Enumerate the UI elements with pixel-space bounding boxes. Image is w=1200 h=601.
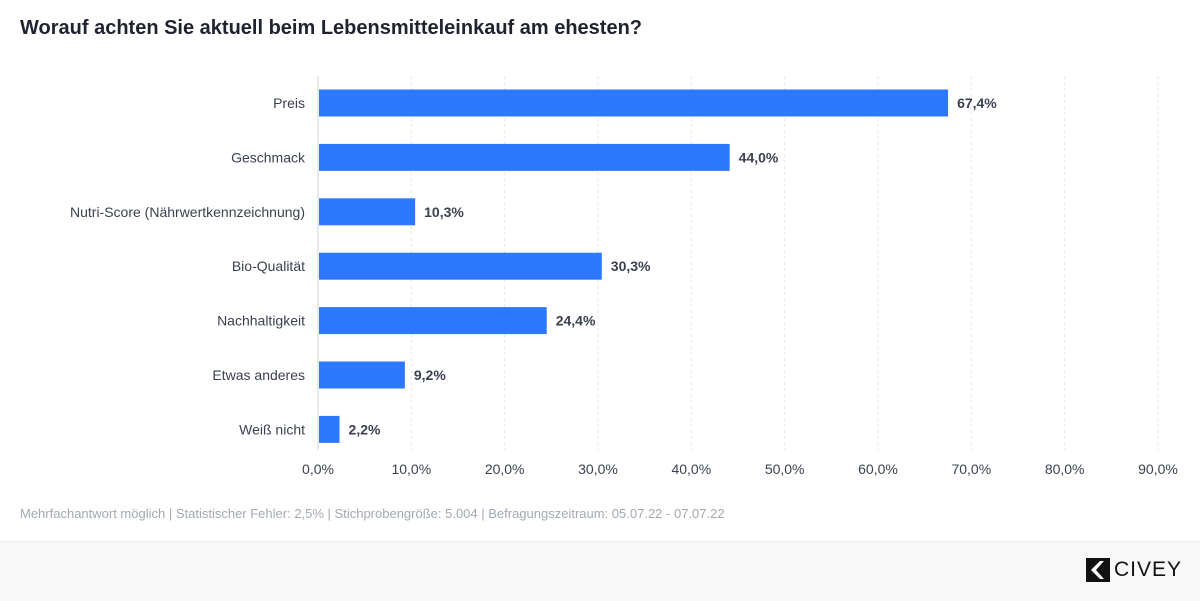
category-label: Preis [273, 95, 305, 111]
category-label: Nachhaltigkeit [217, 313, 305, 329]
value-label: 67,4% [957, 95, 997, 111]
bar [319, 252, 602, 280]
category-label: Bio-Qualität [232, 258, 305, 274]
bar [319, 198, 416, 226]
civey-logo-icon [1085, 558, 1110, 582]
category-label: Weiß nicht [239, 421, 305, 437]
chart-title: Worauf achten Sie aktuell beim Lebensmit… [20, 17, 643, 39]
category-label: Etwas anderes [212, 367, 305, 383]
category-label: Geschmack [231, 149, 306, 165]
x-tick-label: 60,0% [858, 461, 898, 477]
x-tick-label: 70,0% [951, 461, 991, 477]
value-label: 9,2% [414, 367, 446, 383]
value-label: 10,3% [424, 204, 464, 220]
value-label: 2,2% [349, 421, 381, 437]
value-label: 24,4% [556, 313, 596, 329]
x-tick-label: 40,0% [671, 461, 711, 477]
x-tick-label: 50,0% [765, 461, 805, 477]
x-tick-label: 90,0% [1138, 461, 1178, 477]
bar [319, 415, 340, 443]
category-label: Nutri-Score (Nährwertkennzeichnung) [70, 204, 305, 220]
x-tick-label: 10,0% [391, 461, 431, 477]
bar [319, 361, 405, 389]
bar [319, 143, 730, 171]
civey-logo: CIVEY [1085, 558, 1182, 582]
footnote: Mehrfachantwort möglich | Statistischer … [20, 506, 725, 521]
footer: CIVEY [0, 541, 1200, 601]
bar [319, 307, 547, 335]
value-label: 30,3% [611, 258, 651, 274]
x-tick-label: 0,0% [302, 461, 334, 477]
value-label: 44,0% [739, 149, 779, 165]
bar [319, 89, 949, 117]
x-tick-label: 80,0% [1045, 461, 1085, 477]
bar-chart: 0,0% 10,0% 20,0% 30,0% 40,0% 50,0% 60,0% 70,0% 8… [70, 76, 1178, 477]
x-tick-label: 20,0% [485, 461, 525, 477]
logo-text: CIVEY [1113, 558, 1182, 581]
x-tick-label: 30,0% [578, 461, 618, 477]
